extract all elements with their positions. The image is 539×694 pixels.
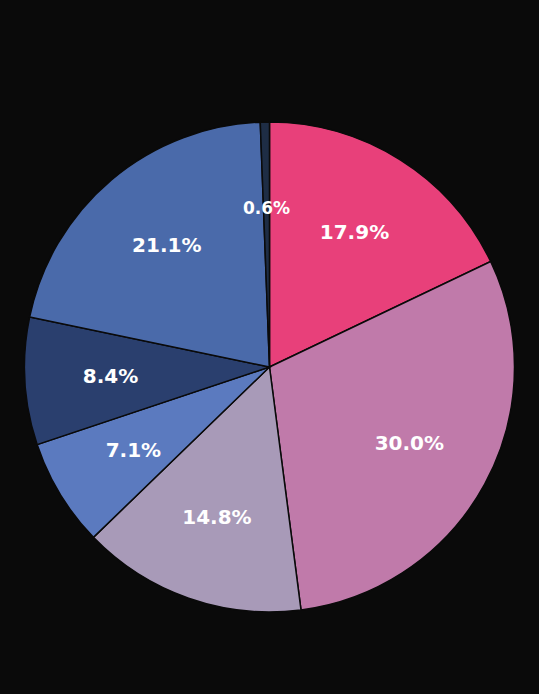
pie-slice [30, 122, 270, 367]
data-label: 21.1% [132, 233, 201, 257]
slices [24, 122, 514, 612]
data-label: 14.8% [182, 505, 251, 529]
chart: 17.9% 30.0% 14.8% 7.1% 8.4% 21.1% 0.6% [0, 0, 539, 694]
data-label: 0.6% [243, 198, 290, 218]
page: {"chart_data": {"type": "pie", "values":… [0, 0, 539, 694]
data-label: 7.1% [106, 438, 161, 462]
data-label: 30.0% [375, 431, 444, 455]
pie-slice [270, 262, 515, 610]
data-label: 8.4% [83, 364, 138, 388]
pie-slice [260, 122, 269, 367]
data-labels: 17.9% 30.0% 14.8% 7.1% 8.4% 21.1% 0.6% [83, 198, 444, 530]
background [0, 0, 539, 694]
data-label: 17.9% [320, 220, 389, 244]
